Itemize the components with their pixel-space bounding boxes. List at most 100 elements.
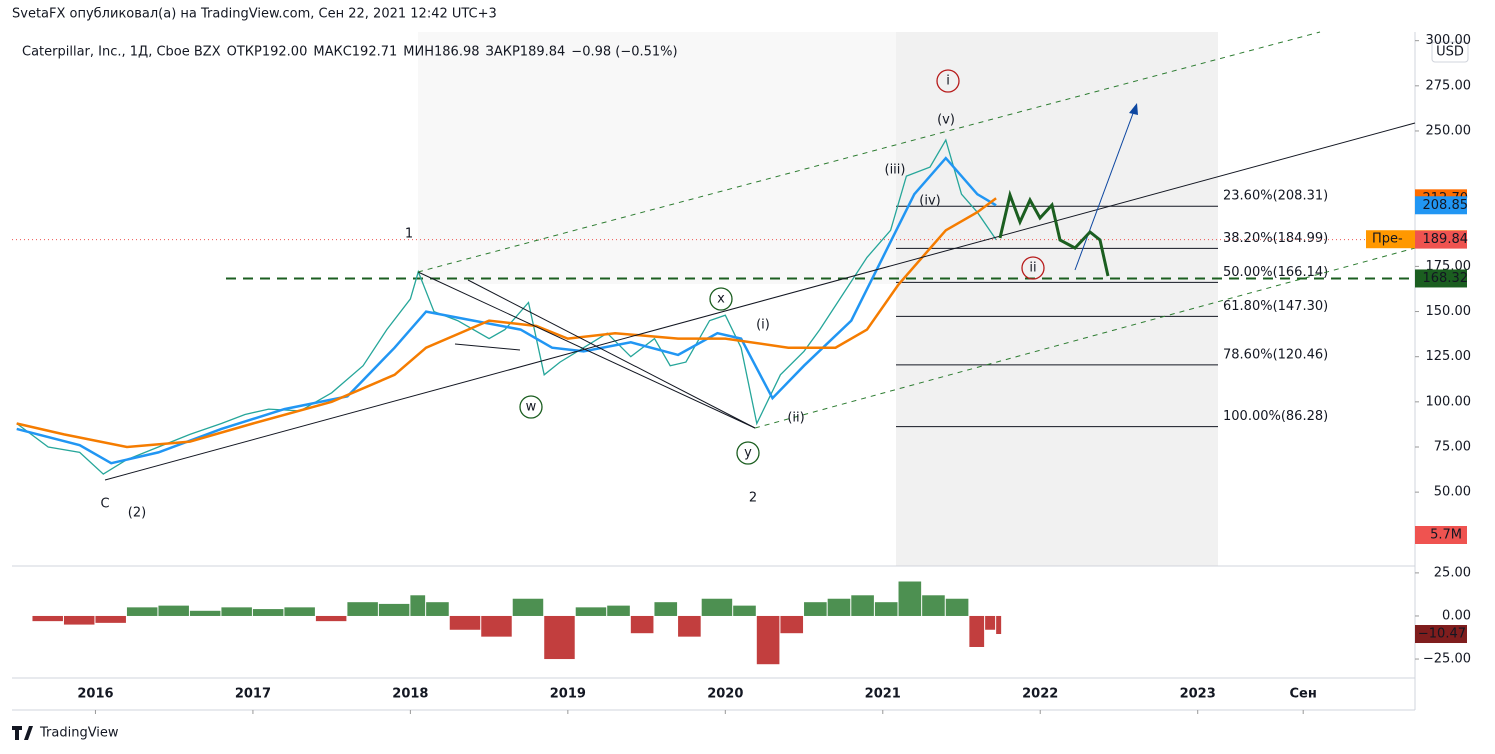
price-tag-prefix — [1366, 230, 1415, 249]
oscillator-bar — [378, 603, 410, 616]
wave-label: (iii) — [885, 163, 906, 178]
x-tick-label: 2016 — [77, 687, 113, 702]
oscillator-bar — [985, 615, 996, 630]
oscillator-bar — [733, 605, 756, 616]
oscillator-bar — [945, 598, 969, 616]
ohlc-value: 192.71 — [352, 45, 398, 60]
publisher: SvetaFX опубликовал(а) на TradingView.co… — [12, 7, 497, 22]
oscillator-bar — [996, 615, 1002, 635]
legend-title: Caterpillar, Inc., 1Д, Cboe BZX — [22, 45, 221, 60]
legend-change: −0.98 (−0.51%) — [571, 45, 677, 60]
price-series — [16, 138, 997, 475]
ohlc-key: МИН — [403, 45, 434, 60]
price-tag — [1415, 230, 1467, 249]
wave-label: 2 — [749, 491, 757, 506]
fib-label: 100.00%(86.28) — [1223, 409, 1328, 424]
x-tick-label: 2021 — [865, 687, 901, 702]
fib-label: 61.80%(147.30) — [1223, 299, 1328, 314]
forecast-box — [418, 32, 896, 284]
oscillator-bar — [756, 615, 780, 665]
oscillator-bar — [874, 602, 898, 616]
x-tick-label: 2022 — [1022, 687, 1058, 702]
ohlc-key: ЗАКР — [486, 45, 520, 60]
x-tick-label: 2018 — [392, 687, 428, 702]
currency-button[interactable] — [1431, 41, 1469, 63]
currency[interactable]: USD — [1436, 45, 1464, 60]
wave-label: C — [100, 497, 109, 512]
oscillator-bar — [315, 615, 347, 622]
oscillator-bar — [158, 605, 189, 616]
y-tick-label: 250.00 — [1426, 123, 1472, 138]
fib-label: 23.60%(208.31) — [1223, 189, 1328, 204]
wave-label: (2) — [128, 506, 146, 521]
x-tick-label: 2023 — [1180, 687, 1216, 702]
osc-tick-label: −25.00 — [1423, 652, 1471, 667]
oscillator-bar — [630, 615, 654, 634]
x-tick-label: Сен — [1290, 687, 1317, 702]
oscillator-bar — [347, 602, 378, 616]
x-tick-label: 2020 — [707, 687, 743, 702]
ohlc-value: 192.00 — [262, 45, 308, 60]
wave-label: (iv) — [919, 194, 940, 209]
oscillator-bar — [701, 598, 733, 616]
fib-label: 50.00%(166.14) — [1223, 265, 1328, 280]
oscillator-bar — [607, 605, 630, 616]
oscillator-bar — [221, 607, 252, 616]
wave-label: i — [946, 74, 950, 89]
oscillator-bar — [95, 615, 126, 623]
oscillator-bar — [922, 595, 945, 616]
oscillator-bar — [969, 615, 985, 647]
price-tag — [1415, 269, 1467, 288]
oscillator-bar — [804, 602, 827, 616]
oscillator-bar — [780, 615, 804, 634]
y-tick-label: 150.00 — [1426, 304, 1472, 319]
trend-lines — [104, 122, 1416, 481]
oscillator-bar — [126, 607, 158, 616]
osc-tick-label: 0.00 — [1442, 608, 1471, 623]
projection-arrow — [1074, 107, 1136, 271]
x-tick-label: 2019 — [550, 687, 586, 702]
ohlc-value: 189.84 — [520, 45, 566, 60]
oscillator-bar — [481, 615, 512, 637]
wave-label: w — [526, 400, 537, 415]
price-tag-text: 208.85 — [1423, 198, 1469, 213]
time-zone-shade — [896, 32, 1218, 566]
channel-lines — [417, 31, 1416, 429]
osc-tag-text: −10.47 — [1418, 627, 1466, 642]
wave-label: 1 — [405, 227, 413, 242]
y-tick-label: 125.00 — [1426, 349, 1472, 364]
price-series — [16, 197, 997, 449]
oscillator-bar — [851, 595, 874, 616]
fib-label: 78.60%(120.46) — [1223, 347, 1328, 362]
ohlc-key: МАКС — [313, 45, 351, 60]
brand-name: TradingView — [39, 726, 119, 741]
price-tag — [1415, 196, 1467, 215]
oscillator-bar — [63, 615, 95, 625]
arrow-head — [1129, 103, 1138, 115]
oscillator-bar — [827, 598, 851, 616]
price-tag-text: 189.84 — [1423, 232, 1469, 247]
projected-path — [998, 189, 1110, 277]
oscillator-bar — [189, 610, 221, 616]
osc-tick-label: 25.00 — [1434, 565, 1471, 580]
brand: TradingView — [12, 726, 119, 741]
osc-tag — [1415, 625, 1467, 644]
oscillator-bar — [898, 581, 922, 616]
oscillator-bar — [32, 615, 63, 622]
oscillator-bar — [544, 615, 575, 660]
wave-label: ii — [1029, 261, 1036, 276]
wave-label: x — [717, 292, 725, 307]
wave-label: (ii) — [787, 411, 804, 426]
volume-tag-text: 5.7M — [1430, 528, 1462, 543]
wave-circle — [519, 395, 543, 419]
price-tag-prefix-text: Пре- — [1372, 232, 1403, 247]
wave-label: y — [744, 446, 752, 461]
wave-label: (v) — [937, 113, 955, 128]
y-tick-label: 50.00 — [1434, 485, 1471, 500]
oscillator-bar — [252, 609, 284, 616]
ohlc-key: ОТКР — [227, 45, 262, 60]
oscillator-bar — [678, 615, 701, 637]
wave-circle — [736, 441, 760, 465]
price-tag-text: 168.32 — [1423, 271, 1469, 286]
